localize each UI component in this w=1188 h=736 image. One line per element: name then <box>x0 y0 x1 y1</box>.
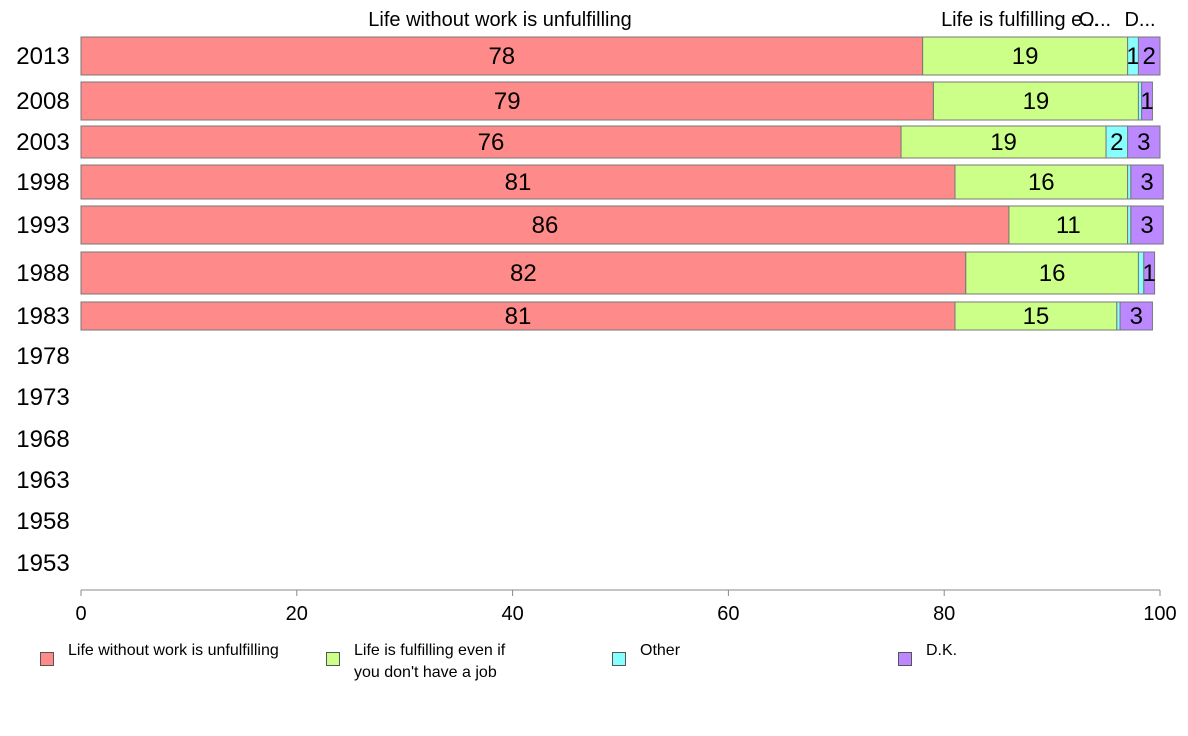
bar-segment <box>1137 36 1161 76</box>
series-top-label: O... <box>1079 9 1111 31</box>
legend-swatch <box>898 652 912 666</box>
category-label: 1993 <box>16 212 69 239</box>
category-label: 1968 <box>16 426 69 453</box>
category-label: 1973 <box>16 384 69 411</box>
series-top-label: D... <box>1124 9 1155 31</box>
bar-segment <box>80 251 967 295</box>
x-tick-label: 20 <box>286 603 308 625</box>
data-label: 15 <box>1023 303 1050 330</box>
category-label: 2013 <box>16 43 69 70</box>
series-top-label: Life is fulfilling e... <box>941 9 1099 31</box>
x-tick-label: 80 <box>933 603 955 625</box>
x-tick-label: 100 <box>1143 603 1176 625</box>
bar-segment <box>1143 251 1156 295</box>
bar-segment <box>954 301 1118 331</box>
legend-label: D.K. <box>926 642 958 659</box>
data-label: 16 <box>1028 169 1055 196</box>
category-label: 1998 <box>16 169 69 196</box>
data-label: 1 <box>1143 260 1156 287</box>
legend-label: Life is fulfilling even if you don't hav… <box>354 642 506 681</box>
category-label: 1953 <box>16 550 69 577</box>
bar-segment <box>932 81 1139 121</box>
category-label: 1958 <box>16 508 69 535</box>
x-tick-label: 40 <box>501 603 523 625</box>
category-label: 1983 <box>16 303 69 330</box>
bar-segment <box>1127 125 1161 159</box>
data-label: 3 <box>1140 169 1153 196</box>
bar-segment <box>80 81 934 121</box>
data-label: 78 <box>488 43 515 70</box>
bar-segment <box>922 36 1129 76</box>
category-label: 1978 <box>16 343 69 370</box>
legend-item: Life without work is unfulfilling <box>40 640 279 666</box>
legend-swatch <box>612 652 626 666</box>
bar-segment <box>1130 164 1164 200</box>
bar-segment <box>1141 81 1153 121</box>
legend-item: Other <box>612 640 680 666</box>
bar-segment <box>80 36 924 76</box>
category-label: 1963 <box>16 467 69 494</box>
legend-swatch <box>326 652 340 666</box>
data-label: 82 <box>510 260 537 287</box>
category-label: 1988 <box>16 260 69 287</box>
legend: Life without work is unfulfilling Life is… <box>0 640 1188 700</box>
data-label: 3 <box>1130 303 1143 330</box>
bar-segment <box>1130 205 1164 245</box>
bar-segment <box>80 301 956 331</box>
data-label: 79 <box>494 88 521 115</box>
data-label: 81 <box>505 303 532 330</box>
data-label: 86 <box>532 212 559 239</box>
data-label: 3 <box>1137 129 1150 156</box>
x-tick-label: 0 <box>75 603 86 625</box>
bar-segment <box>965 251 1139 295</box>
data-label: 81 <box>505 169 532 196</box>
legend-label: Other <box>640 642 681 659</box>
legend-label: Life without work is unfulfilling <box>68 642 279 659</box>
data-label: 76 <box>478 129 505 156</box>
legend-item: D.K. <box>898 640 957 666</box>
series-top-label: Life without work is unfulfilling <box>368 9 631 31</box>
bar-segment <box>900 125 1107 159</box>
legend-swatch <box>40 652 54 666</box>
bar-segment <box>80 205 1010 245</box>
category-label: 2003 <box>16 129 69 156</box>
data-label: 19 <box>990 129 1017 156</box>
category-label: 2008 <box>16 88 69 115</box>
x-tick-label: 60 <box>717 603 739 625</box>
data-label: 3 <box>1140 212 1153 239</box>
data-label: 1 <box>1140 88 1153 115</box>
data-label: 16 <box>1039 260 1066 287</box>
stacked-bar-chart: Life without work is unfulfilling Life is… <box>16 9 1176 625</box>
bar-segment <box>1008 205 1129 245</box>
data-label: 2 <box>1143 43 1156 70</box>
data-label: 11 <box>1056 212 1081 239</box>
bar-segment <box>1119 301 1153 331</box>
data-label: 1 <box>1126 43 1139 70</box>
bar-segment <box>954 164 1129 200</box>
data-label: 19 <box>1012 43 1039 70</box>
data-label: 2 <box>1110 129 1123 156</box>
legend-item: Life is fulfilling even if you don't hav… <box>326 640 505 684</box>
data-label: 19 <box>1023 88 1050 115</box>
